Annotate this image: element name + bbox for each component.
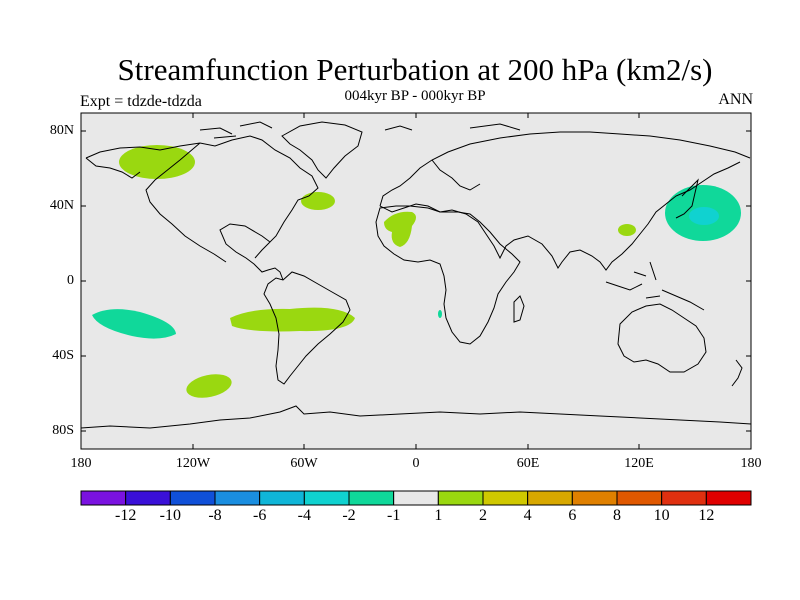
- colorbar-label-8: 2: [479, 507, 487, 524]
- colorbar-label-6: -1: [386, 507, 401, 524]
- northwest-africa-positive-blob: [384, 211, 416, 247]
- south-pacific-negative-blob: [92, 309, 176, 339]
- lat-label-80N: 80N: [49, 123, 74, 138]
- colorbar-box-1: [125, 490, 171, 506]
- colorbar-box-13: [661, 490, 707, 506]
- madagascar-coast: [513, 295, 525, 323]
- colorbar-box-8: [437, 490, 484, 506]
- lon-label-180E: 180: [740, 456, 762, 471]
- colorbar-box-10: [527, 490, 573, 506]
- lon-label-120E: 120E: [624, 456, 654, 471]
- north-america-coast: [85, 135, 319, 281]
- australia-coast: [617, 303, 707, 373]
- colorbar-label-3: -6: [252, 507, 267, 524]
- colorbar-label-9: 4: [523, 507, 532, 524]
- colorbar-label-4: -4: [297, 507, 311, 524]
- colorbar-box-2: [169, 490, 216, 506]
- colorbar-box-6: [348, 490, 395, 506]
- colorbar-label-1: -10: [159, 507, 181, 524]
- colorbar-label-12: 10: [653, 507, 670, 524]
- alaska-positive-blob: [119, 145, 195, 179]
- lon-label-120W: 120W: [175, 456, 211, 471]
- colorbar-box-12: [616, 490, 663, 506]
- lon-label-180W: 180: [70, 456, 92, 471]
- new-zealand-coast: [731, 359, 743, 387]
- lon-label-60W: 60W: [290, 456, 318, 471]
- southeast-asia-islands: [605, 261, 705, 311]
- southern-ocean-positive-blob: [186, 374, 232, 398]
- newfoundland-positive-blob: [301, 192, 335, 210]
- colorbar-label-5: -2: [342, 507, 356, 524]
- japan-coast: [675, 178, 699, 219]
- lat-label-40N: 40N: [49, 198, 74, 213]
- colorbar-box-5: [303, 490, 350, 506]
- map-subtitle: 004kyr BP - 000kyr BP: [344, 88, 486, 104]
- colorbar-label-0: -12: [114, 507, 137, 524]
- antarctica-coast: [80, 405, 752, 429]
- china-positive-blob: [618, 224, 636, 236]
- lat-label-40S: 40S: [52, 348, 74, 363]
- map-title: Streamfunction Perturbation at 200 hPa (…: [117, 52, 713, 87]
- colorbar-box-0: [80, 490, 127, 506]
- season-label: ANN: [718, 91, 753, 108]
- colorbar-box-4: [259, 490, 305, 506]
- experiment-label: Expt = tdzde-tdzda: [80, 93, 202, 110]
- south-america-coast: [263, 271, 351, 385]
- axis-ticks: [81, 113, 751, 449]
- colorbar-label-13: 12: [698, 507, 715, 524]
- colorbar-box-3: [214, 490, 261, 506]
- southwest-africa-negative-dot: [438, 310, 442, 318]
- south-america-positive-blob: [230, 307, 355, 332]
- north-pacific-core-blob: [689, 207, 719, 225]
- colorbar-box-11: [571, 490, 618, 506]
- colorbar-box-14: [705, 490, 752, 506]
- greenland-coast: [281, 121, 363, 179]
- lat-label-80S: 80S: [52, 423, 74, 438]
- contour-fills: [92, 145, 741, 398]
- colorbar-box-7: [393, 490, 439, 506]
- arctic-islands: [199, 121, 521, 139]
- africa-coast: [375, 205, 521, 345]
- colorbar-label-2: -8: [208, 507, 222, 524]
- colorbar-label-11: 8: [613, 507, 621, 524]
- colorbar-label-7: 1: [434, 507, 443, 524]
- eurasia-coast: [379, 131, 751, 271]
- coastlines: [80, 121, 752, 429]
- colorbar-box-9: [482, 490, 529, 506]
- colorbar: [80, 490, 752, 506]
- lon-label-60E: 60E: [516, 456, 540, 471]
- lat-label-0: 0: [67, 273, 74, 288]
- colorbar-label-10: 6: [568, 507, 577, 524]
- lon-label-0: 0: [412, 456, 420, 471]
